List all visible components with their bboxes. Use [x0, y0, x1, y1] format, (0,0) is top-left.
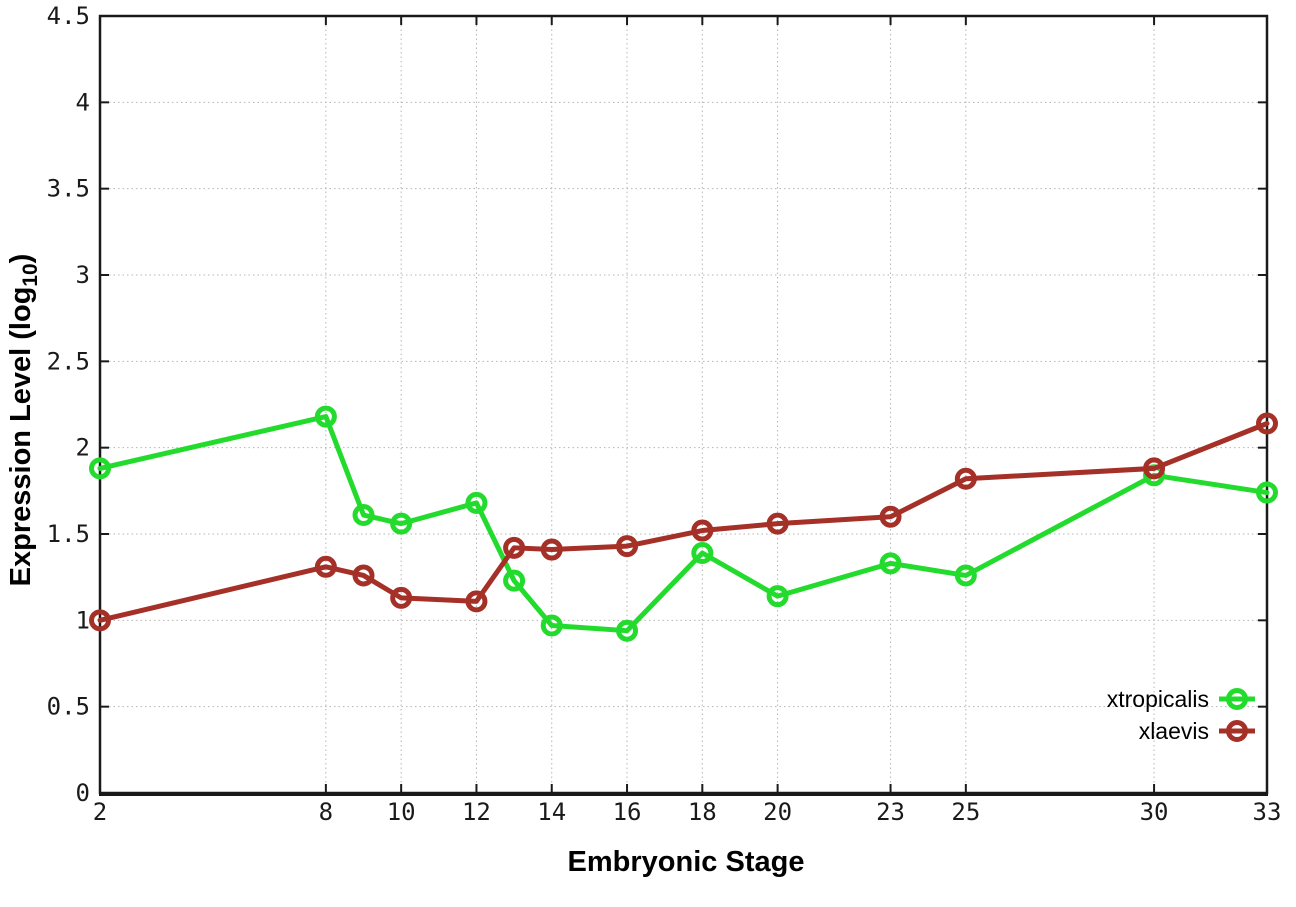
y-tick-label: 0.5: [47, 693, 90, 721]
data-point-xtropicalis: [314, 405, 337, 428]
data-point-xlaevis: [879, 505, 902, 528]
data-point-xlaevis: [503, 536, 526, 559]
legend-label-xtropicalis: xtropicalis: [1106, 686, 1209, 712]
y-tick-label: 2.5: [47, 347, 90, 375]
x-tick-label: 30: [1140, 798, 1169, 826]
y-tick-label: 0: [76, 779, 90, 807]
data-point-xtropicalis: [352, 504, 375, 527]
data-point-xlaevis: [616, 535, 639, 558]
y-tick-label: 1.5: [47, 520, 90, 548]
y-tick-label: 3.5: [47, 175, 90, 203]
x-tick-label: 23: [876, 798, 905, 826]
data-point-xlaevis: [954, 467, 977, 490]
x-tick-label: 20: [763, 798, 792, 826]
x-tick-label: 25: [951, 798, 980, 826]
data-point-xlaevis: [691, 519, 714, 542]
y-axis-title: Expression Level (log10): [5, 254, 43, 587]
y-axis-title-subscript: 10: [18, 263, 42, 287]
data-point-xlaevis: [1256, 412, 1278, 435]
x-tick-label: 18: [688, 798, 717, 826]
series-line-xlaevis: [97, 420, 1270, 623]
legend: xtropicalis xlaevis: [1107, 686, 1255, 744]
x-tick-label: 16: [613, 798, 642, 826]
data-point-xtropicalis: [616, 619, 639, 642]
xlaevis-marker-icon: [1219, 720, 1255, 742]
x-tick-label: 2: [93, 798, 107, 826]
data-point-xtropicalis: [1256, 481, 1278, 504]
x-axis-title: Embryonic Stage: [567, 846, 805, 878]
data-point-xtropicalis: [465, 491, 488, 514]
legend-item-xtropicalis: xtropicalis: [1107, 686, 1255, 712]
data-point-xtropicalis: [89, 457, 111, 480]
legend-item-xlaevis: xlaevis: [1107, 718, 1255, 744]
y-tick-label: 4: [76, 88, 90, 116]
data-point-xtropicalis: [879, 552, 902, 575]
x-tick-label: 12: [462, 798, 491, 826]
data-point-xlaevis: [352, 564, 375, 587]
y-axis-title-close: ): [5, 253, 38, 264]
data-point-xlaevis: [766, 512, 789, 535]
data-point-xlaevis: [89, 609, 111, 632]
data-point-xtropicalis: [691, 541, 714, 564]
data-point-xtropicalis: [503, 569, 526, 592]
data-point-xtropicalis: [390, 512, 413, 535]
y-tick-label: 4.5: [47, 2, 90, 30]
data-point-xlaevis: [540, 538, 563, 561]
data-point-xlaevis: [314, 555, 337, 578]
x-tick-label: 8: [319, 798, 333, 826]
x-tick-label: 33: [1253, 798, 1282, 826]
data-point-xlaevis: [390, 586, 413, 609]
data-point-xtropicalis: [954, 564, 977, 587]
y-tick-label: 3: [76, 261, 90, 289]
data-point-xtropicalis: [766, 585, 789, 608]
data-point-xlaevis: [465, 590, 488, 613]
y-tick-label: 1: [76, 606, 90, 634]
y-tick-label: 2: [76, 434, 90, 462]
plot-border: [98, 14, 1269, 795]
legend-label-xlaevis: xlaevis: [1138, 718, 1209, 744]
xtropicalis-marker-icon: [1219, 688, 1255, 710]
data-point-xtropicalis: [540, 614, 563, 637]
y-axis-title-text: Expression Level (log: [5, 286, 38, 587]
x-tick-label: 10: [387, 798, 416, 826]
data-point-xlaevis: [1143, 457, 1166, 480]
x-tick-label: 14: [537, 798, 566, 826]
series-line-xtropicalis: [97, 414, 1270, 634]
